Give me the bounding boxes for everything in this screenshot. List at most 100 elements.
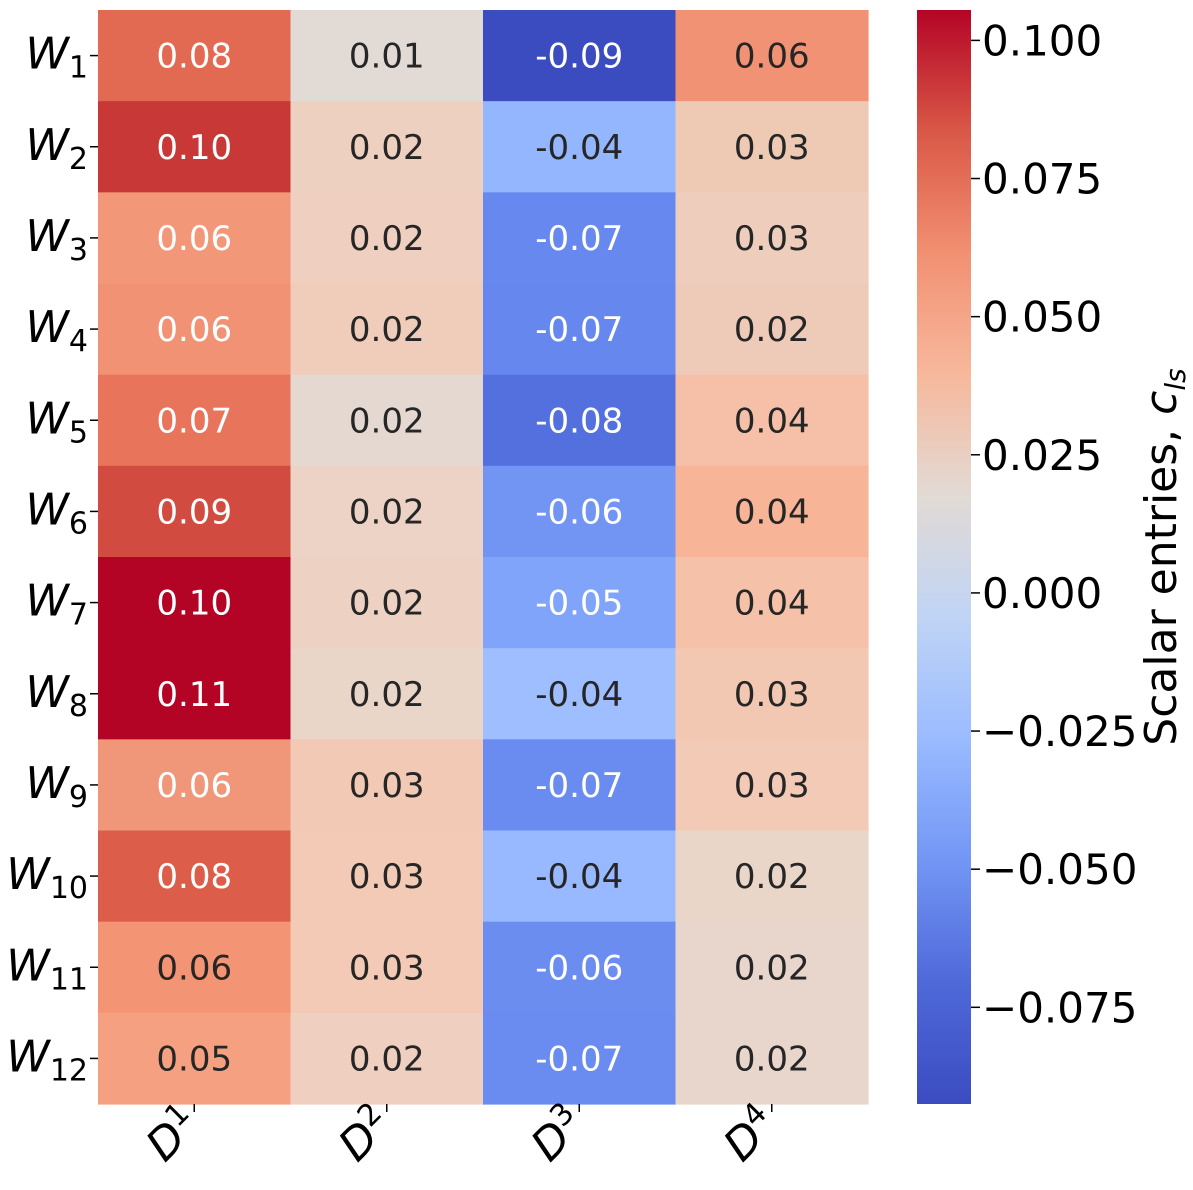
heatmap-cell [98,557,292,649]
row-label: W11 [6,940,88,997]
row-label: W5 [25,393,88,450]
cell-value-label: 0.02 [734,1039,810,1079]
cell-value-label: 0.04 [734,492,810,532]
colorbar-label-symbol: c [1136,391,1187,415]
heatmap-cell [98,739,292,832]
row-label-base: W [25,758,70,809]
cell-value-label: 0.02 [349,1039,425,1079]
cell-value-label: 0.02 [349,584,425,624]
heatmap-cell [483,192,677,285]
row-label-subscript: 5 [69,415,88,450]
cell-value-label: 0.02 [349,401,425,441]
colorbar-tick-label: 0.025 [982,431,1102,480]
colorbar-tick-label: 0.050 [982,293,1102,342]
cell-value-label: -0.05 [535,584,623,624]
colorbar-tick-label: 0.100 [982,16,1102,65]
heatmap-cell [483,465,677,558]
row-label-base: W [25,484,70,535]
heatmap-cell [675,830,869,923]
row-label-base: W [25,29,70,80]
cell-value-label: 0.10 [156,584,232,624]
row-label: W8 [25,667,88,724]
heatmap-cell [483,557,677,649]
heatmap-cell [675,921,869,1014]
row-label-base: W [25,211,70,262]
cell-value-label: 0.10 [156,128,232,168]
cell-value-label: -0.04 [535,857,623,897]
row-label: W7 [25,576,88,633]
cell-value-label: 0.02 [734,948,810,988]
colorbar-label-text: Scalar entries, [1136,415,1187,746]
cell-value-label: -0.07 [535,766,623,806]
colorbar-tick-label: −0.050 [982,845,1137,894]
row-label: W2 [25,120,88,177]
heatmap-cell [483,283,677,376]
heatmap-cell [483,374,677,467]
cell-value-label: -0.08 [535,401,623,441]
cell-value-label: 0.09 [156,492,232,532]
cell-value-label: 0.03 [734,766,810,806]
row-label-subscript: 1 [69,51,88,86]
heatmap-cell [290,192,484,285]
heatmap-cell [98,921,292,1014]
row-label-subscript: 12 [50,1053,88,1088]
row-label-subscript: 10 [50,871,88,906]
cell-value-label: -0.04 [535,675,623,715]
heatmap-cell [290,557,484,649]
cell-value-label: 0.08 [156,857,232,897]
heatmap-cell [290,10,484,102]
cell-value-label: 0.05 [156,1039,232,1079]
colorbar-tick-label: 0.000 [982,569,1102,618]
heatmap-cell [98,830,292,923]
heatmap-cell [675,1012,869,1105]
cell-value-label: 0.02 [349,310,425,350]
heatmap-cell [675,739,869,832]
heatmap-cell [483,1012,677,1105]
heatmap-cell [98,465,292,558]
heatmap-cell [290,465,484,558]
heatmap-cell [290,283,484,376]
cell-value-label: 0.06 [734,37,810,77]
colorbar-tick-label: 0.075 [982,155,1102,204]
heatmap-cell [98,1012,292,1105]
cell-value-label: 0.03 [349,766,425,806]
cell-value-label: -0.04 [535,128,623,168]
row-label: W10 [6,849,88,906]
heatmap-cell [483,10,677,102]
row-label: W1 [25,29,88,86]
row-label-subscript: 2 [69,142,88,177]
heatmap-cell [675,465,869,558]
heatmap-cell [98,101,292,193]
cell-value-label: 0.03 [734,219,810,259]
row-label-subscript: 11 [50,962,88,997]
colorbar-label-subscript: ls [1159,368,1192,390]
heatmap-cell [290,648,484,740]
cell-value-label: 0.11 [156,675,232,715]
heatmap-cell [675,648,869,740]
cell-value-label: 0.03 [349,857,425,897]
cell-value-label: 0.06 [156,948,232,988]
heatmap-cell [675,374,869,467]
cell-value-label: 0.02 [349,492,425,532]
column-labels: D1 D2 D3 D4 [137,1096,775,1172]
heatmap-cells: 0.08 0.01 -0.09 0.06 0.10 0.02 -0.04 0.03 0.06 0.… [98,10,869,1105]
colorbar-tick-label: −0.025 [982,707,1137,756]
cell-value-label: -0.06 [535,948,623,988]
cell-value-label: 0.02 [349,675,425,715]
cell-value-label: 0.06 [156,310,232,350]
heatmap-cell [290,1012,484,1105]
heatmap-cell [290,921,484,1014]
cell-value-label: 0.06 [156,219,232,259]
heatmap-cell [675,10,869,102]
row-label-subscript: 6 [69,506,88,541]
cell-value-label: 0.03 [349,948,425,988]
row-label: W12 [6,1031,88,1088]
cell-value-label: 0.02 [349,128,425,168]
heatmap-cell [675,101,869,193]
cell-value-label: 0.04 [734,584,810,624]
cell-value-label: 0.06 [156,766,232,806]
cell-value-label: 0.01 [349,37,425,77]
row-label-base: W [25,302,70,353]
heatmap-cell [98,374,292,467]
